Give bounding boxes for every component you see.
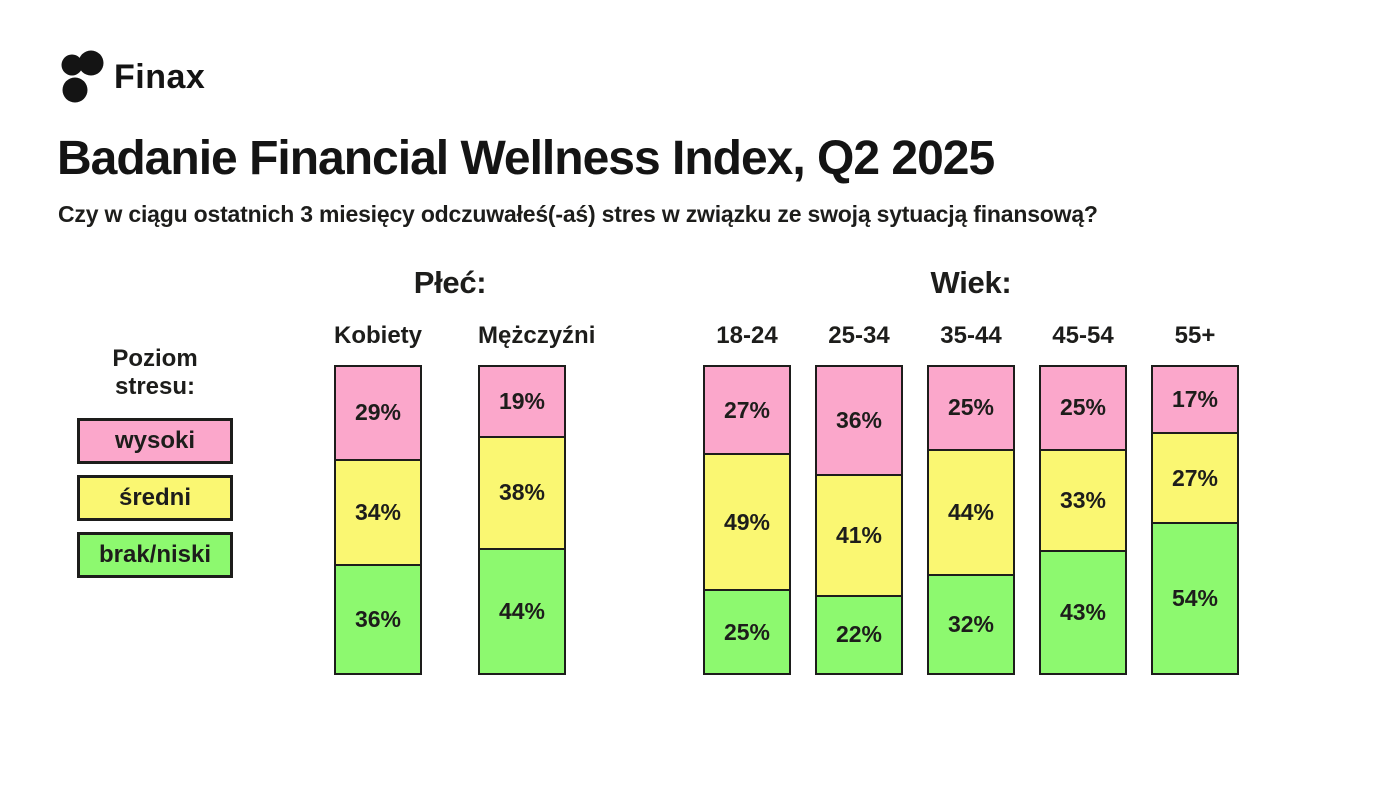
group-title-age: Wiek: — [930, 265, 1012, 300]
bar-segment-wysoki: 17% — [1153, 367, 1237, 433]
stacked-bar: 25% 44% 32% — [927, 365, 1015, 675]
bar-segment-średni: 41% — [817, 474, 901, 595]
legend: Poziom stresu: wysoki średni brak/niski — [77, 345, 233, 589]
brand: Finax — [60, 50, 205, 104]
bar-segment-brak/niski: 43% — [1041, 549, 1125, 673]
bar-category-label: Kobiety — [334, 322, 423, 349]
page-subtitle: Czy w ciągu ostatnich 3 miesięcy odczuwa… — [58, 201, 1098, 227]
bar-segment-wysoki: 27% — [705, 367, 789, 454]
bar-category-label: 55+ — [1174, 322, 1216, 349]
bar-column-18-24: 18-24 27% 49% 25% — [703, 321, 791, 675]
bar-segment-brak/niski: 54% — [1153, 522, 1237, 674]
bars-row: Kobiety 29% 34% 36% Mężczyźni 19% 38% 44% — [334, 321, 596, 675]
legend-item-sredni: średni — [77, 475, 233, 521]
brand-name: Finax — [114, 57, 206, 96]
bar-column-45-54: 45-54 25% 33% 43% — [1039, 321, 1127, 675]
bar-category-label: 45-54 — [1052, 322, 1114, 349]
finax-logo-icon — [61, 50, 104, 103]
stacked-bar: 19% 38% 44% — [478, 365, 566, 675]
stacked-bar: 27% 49% 25% — [703, 365, 791, 675]
group-title-gender: Płeć: — [413, 265, 487, 300]
bar-category-label: 18-24 — [716, 322, 778, 349]
bar-segment-brak/niski: 32% — [929, 573, 1013, 673]
bars-row: 18-24 27% 49% 25% 25-34 36% 41% 22% 35-44 25% 44% 3… — [703, 321, 1239, 675]
bar-segment-wysoki: 19% — [480, 367, 564, 436]
bar-segment-wysoki: 36% — [817, 367, 901, 475]
bar-segment-średni: 49% — [705, 453, 789, 590]
bar-segment-średni: 34% — [336, 458, 420, 564]
bar-segment-średni: 44% — [929, 448, 1013, 574]
bar-segment-wysoki: 25% — [929, 367, 1013, 449]
legend-item-wysoki: wysoki — [77, 418, 233, 464]
bar-segment-wysoki: 29% — [336, 367, 420, 459]
bar-segment-brak/niski: 44% — [480, 547, 564, 674]
bar-segment-brak/niski: 36% — [336, 563, 420, 673]
bar-segment-średni: 33% — [1041, 448, 1125, 550]
bar-category-label: 35-44 — [940, 322, 1002, 349]
stacked-bar: 36% 41% 22% — [815, 365, 903, 675]
bar-column-Kobiety: Kobiety 29% 34% 36% — [334, 321, 422, 675]
bar-segment-średni: 27% — [1153, 432, 1237, 523]
bar-column-Mężczyźni: Mężczyźni 19% 38% 44% — [478, 321, 596, 675]
chart-group-gender: Płeć: Kobiety 29% 34% 36% Mężczyźni 19% 38% 44% — [334, 263, 596, 675]
bar-column-55+: 55+ 17% 27% 54% — [1151, 321, 1239, 675]
stacked-bar: 25% 33% 43% — [1039, 365, 1127, 675]
stacked-bar: 29% 34% 36% — [334, 365, 422, 675]
bar-category-label: 25-34 — [828, 322, 890, 349]
legend-items: wysoki średni brak/niski — [77, 418, 233, 578]
legend-title: Poziom stresu: — [112, 345, 198, 400]
legend-item-brak-niski: brak/niski — [77, 532, 233, 578]
bar-column-25-34: 25-34 36% 41% 22% — [815, 321, 903, 675]
bar-category-label: Mężczyźni — [478, 322, 596, 349]
page-title: Badanie Financial Wellness Index, Q2 202… — [57, 132, 995, 185]
bar-segment-wysoki: 25% — [1041, 367, 1125, 449]
bar-segment-brak/niski: 22% — [817, 594, 901, 673]
chart-group-age: Wiek: 18-24 27% 49% 25% 25-34 36% 41% 22% 35-44 25… — [703, 263, 1239, 675]
bar-segment-brak/niski: 25% — [705, 589, 789, 673]
stacked-bar: 17% 27% 54% — [1151, 365, 1239, 675]
bar-segment-średni: 38% — [480, 435, 564, 548]
bar-column-35-44: 35-44 25% 44% 32% — [927, 321, 1015, 675]
